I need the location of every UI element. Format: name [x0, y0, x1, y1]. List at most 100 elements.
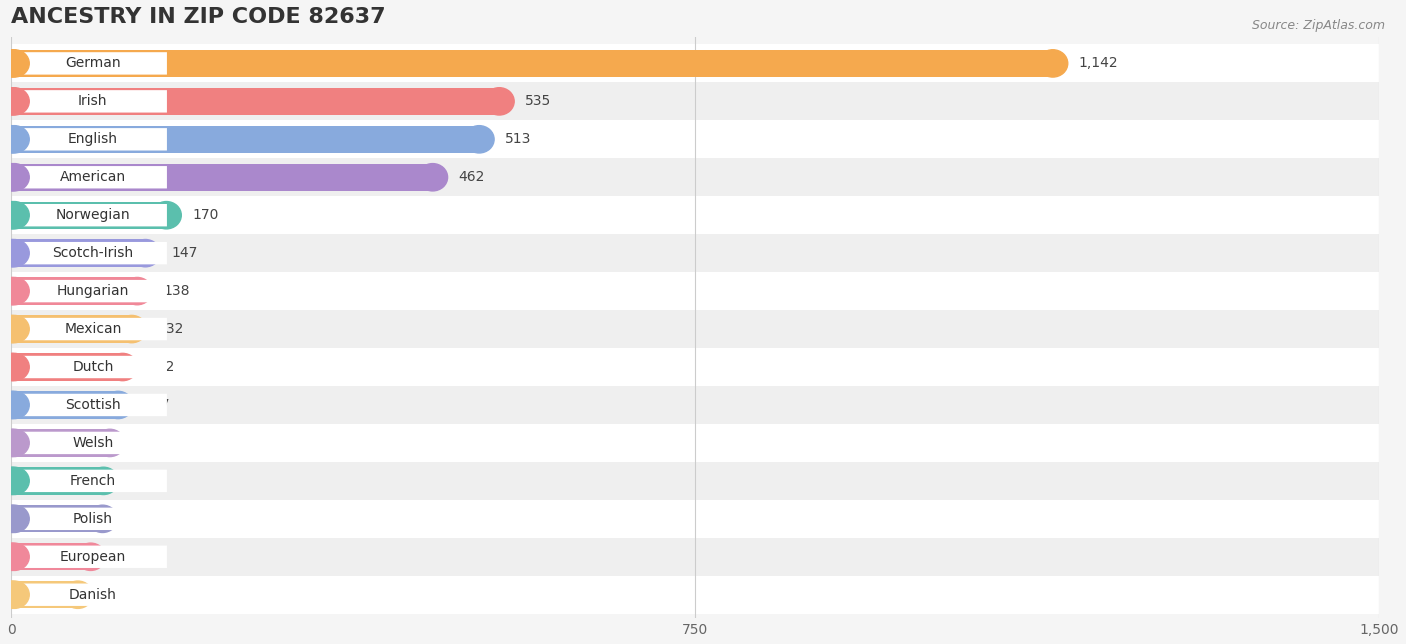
- Bar: [11, 500, 1379, 538]
- Bar: [11, 126, 479, 153]
- Ellipse shape: [0, 126, 27, 153]
- Ellipse shape: [63, 581, 93, 609]
- Ellipse shape: [1038, 50, 1067, 77]
- Bar: [11, 240, 145, 267]
- Text: 73: 73: [104, 588, 121, 601]
- Text: 101: 101: [129, 474, 156, 488]
- Text: 132: 132: [157, 322, 184, 336]
- Ellipse shape: [87, 505, 118, 533]
- Ellipse shape: [0, 505, 27, 533]
- Text: 108: 108: [136, 436, 162, 450]
- Ellipse shape: [94, 430, 125, 457]
- Ellipse shape: [0, 581, 30, 609]
- Text: 462: 462: [458, 170, 485, 184]
- Ellipse shape: [0, 430, 27, 457]
- FancyBboxPatch shape: [18, 545, 167, 568]
- Bar: [11, 424, 1379, 462]
- Text: 1,142: 1,142: [1078, 57, 1118, 70]
- Ellipse shape: [0, 392, 30, 419]
- Text: French: French: [70, 474, 115, 488]
- Ellipse shape: [0, 467, 30, 495]
- Ellipse shape: [0, 354, 27, 381]
- FancyBboxPatch shape: [18, 318, 167, 340]
- Ellipse shape: [0, 240, 30, 267]
- Ellipse shape: [0, 164, 30, 191]
- Text: Hungarian: Hungarian: [56, 284, 129, 298]
- Text: ANCESTRY IN ZIP CODE 82637: ANCESTRY IN ZIP CODE 82637: [11, 7, 385, 27]
- Bar: [11, 278, 138, 305]
- Ellipse shape: [484, 88, 515, 115]
- FancyBboxPatch shape: [18, 469, 167, 492]
- Text: Mexican: Mexican: [65, 322, 121, 336]
- Bar: [11, 272, 1379, 310]
- FancyBboxPatch shape: [18, 280, 167, 302]
- Bar: [11, 386, 1379, 424]
- Ellipse shape: [0, 164, 27, 191]
- Bar: [11, 581, 77, 609]
- Ellipse shape: [0, 467, 27, 495]
- Ellipse shape: [108, 354, 138, 381]
- Bar: [11, 164, 433, 191]
- Text: Irish: Irish: [79, 95, 108, 108]
- FancyBboxPatch shape: [18, 52, 167, 75]
- Ellipse shape: [0, 240, 27, 267]
- Bar: [11, 50, 1053, 77]
- Bar: [11, 120, 1379, 158]
- Text: 87: 87: [117, 550, 134, 564]
- FancyBboxPatch shape: [18, 242, 167, 265]
- Ellipse shape: [0, 88, 27, 115]
- Ellipse shape: [0, 50, 27, 77]
- Text: 122: 122: [149, 360, 174, 374]
- Ellipse shape: [0, 430, 30, 457]
- Ellipse shape: [0, 202, 27, 229]
- Ellipse shape: [0, 202, 30, 229]
- Text: 117: 117: [143, 398, 170, 412]
- FancyBboxPatch shape: [18, 583, 167, 606]
- Ellipse shape: [0, 505, 30, 533]
- Text: 138: 138: [163, 284, 190, 298]
- Text: Source: ZipAtlas.com: Source: ZipAtlas.com: [1251, 19, 1385, 32]
- Bar: [11, 462, 1379, 500]
- Bar: [11, 354, 122, 381]
- Bar: [11, 430, 110, 457]
- FancyBboxPatch shape: [18, 356, 167, 378]
- Ellipse shape: [117, 316, 146, 343]
- Ellipse shape: [76, 543, 105, 571]
- Text: 147: 147: [172, 246, 198, 260]
- Bar: [11, 158, 1379, 196]
- Ellipse shape: [0, 581, 27, 609]
- Text: Welsh: Welsh: [72, 436, 114, 450]
- Bar: [11, 467, 104, 495]
- Bar: [11, 576, 1379, 614]
- Bar: [11, 202, 166, 229]
- Ellipse shape: [0, 126, 30, 153]
- Bar: [11, 505, 103, 533]
- FancyBboxPatch shape: [18, 393, 167, 416]
- Text: Dutch: Dutch: [72, 360, 114, 374]
- Ellipse shape: [0, 278, 30, 305]
- Text: English: English: [67, 132, 118, 146]
- Text: 100: 100: [128, 512, 155, 526]
- Text: German: German: [65, 57, 121, 70]
- Bar: [11, 310, 1379, 348]
- Bar: [11, 392, 118, 419]
- Bar: [11, 44, 1379, 82]
- Text: 513: 513: [505, 132, 531, 146]
- FancyBboxPatch shape: [18, 431, 167, 454]
- FancyBboxPatch shape: [18, 90, 167, 113]
- Bar: [11, 543, 90, 571]
- Bar: [11, 88, 499, 115]
- Bar: [11, 316, 132, 343]
- Ellipse shape: [122, 278, 152, 305]
- Text: Scottish: Scottish: [65, 398, 121, 412]
- Ellipse shape: [131, 240, 160, 267]
- Ellipse shape: [0, 543, 30, 571]
- Ellipse shape: [0, 316, 30, 343]
- Ellipse shape: [103, 392, 134, 419]
- Text: Danish: Danish: [69, 588, 117, 601]
- Ellipse shape: [0, 354, 30, 381]
- FancyBboxPatch shape: [18, 507, 167, 530]
- FancyBboxPatch shape: [18, 166, 167, 189]
- Text: Norwegian: Norwegian: [56, 208, 131, 222]
- Bar: [11, 234, 1379, 272]
